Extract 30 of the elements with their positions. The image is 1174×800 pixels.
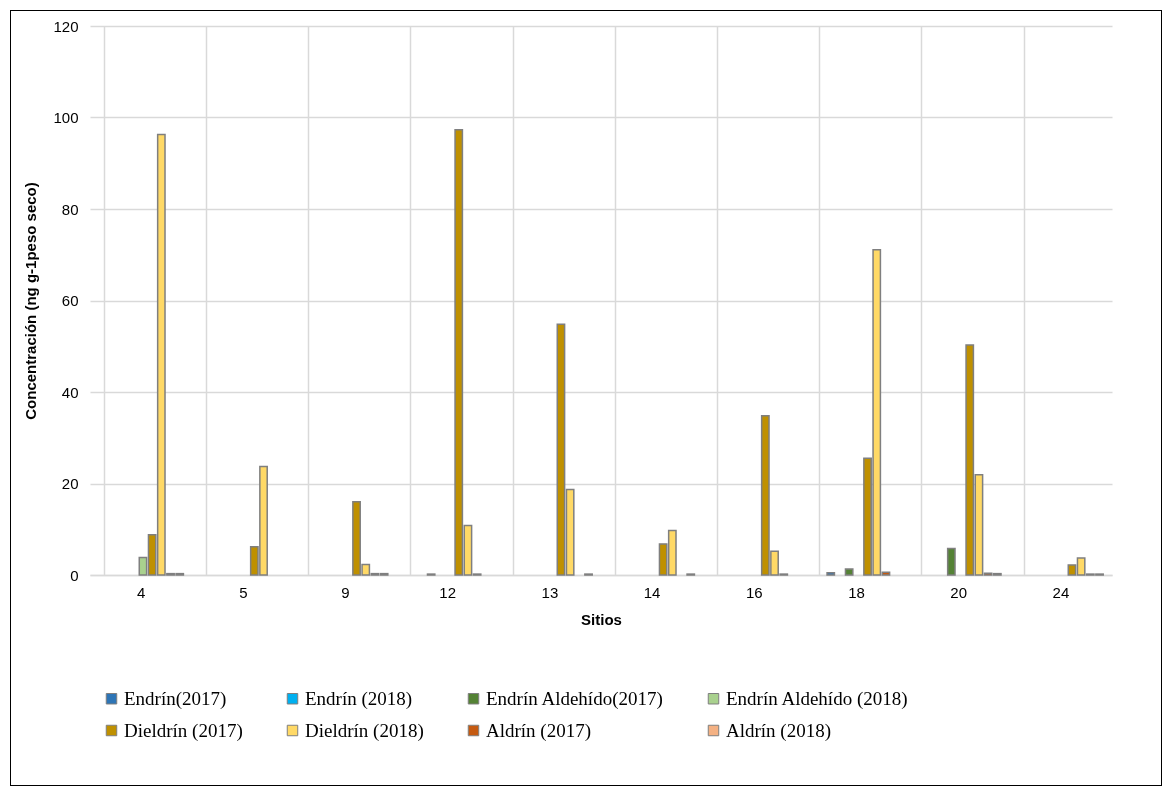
x-tick-label: 4	[136, 583, 146, 601]
y-tick-label: 40	[61, 383, 79, 401]
legend-label: Dieldrín (2018)	[305, 719, 424, 742]
legend-label: Endrín(2017)	[124, 687, 227, 710]
y-tick-label: 20	[61, 475, 79, 492]
legend-label: Aldrín (2017)	[486, 719, 592, 742]
x-tick-label: 12	[439, 583, 457, 601]
x-tick-label: 18	[848, 583, 865, 601]
x-tick-label: 5	[239, 583, 248, 601]
x-tick-label: 24	[1052, 583, 1070, 601]
y-tick-label: 120	[53, 17, 79, 35]
bar	[946, 547, 956, 576]
legend-label: Endrín Aldehído(2017)	[486, 687, 663, 710]
x-tick-label: 16	[745, 583, 763, 601]
y-tick-label: 100	[53, 109, 79, 126]
x-tick-label: 9	[341, 583, 350, 601]
bar	[826, 571, 836, 576]
legend-label: Endrín (2018)	[305, 687, 413, 710]
bar	[844, 568, 854, 576]
x-tick-label: 13	[541, 583, 559, 601]
x-tick-label: 14	[643, 583, 661, 601]
x-axis-title: Sitios	[581, 610, 622, 628]
legend-label: Endrín Aldehído (2018)	[726, 687, 908, 710]
legend-label: Aldrín (2018)	[726, 719, 832, 742]
y-tick-label: 60	[61, 292, 79, 309]
y-tick-label: 0	[70, 566, 79, 584]
x-tick-label: 20	[950, 583, 968, 601]
y-axis-title: Concentración (ng g-1peso seco)	[22, 182, 40, 420]
legend-label: Dieldrín (2017)	[124, 719, 243, 742]
y-tick-label: 80	[61, 200, 79, 218]
